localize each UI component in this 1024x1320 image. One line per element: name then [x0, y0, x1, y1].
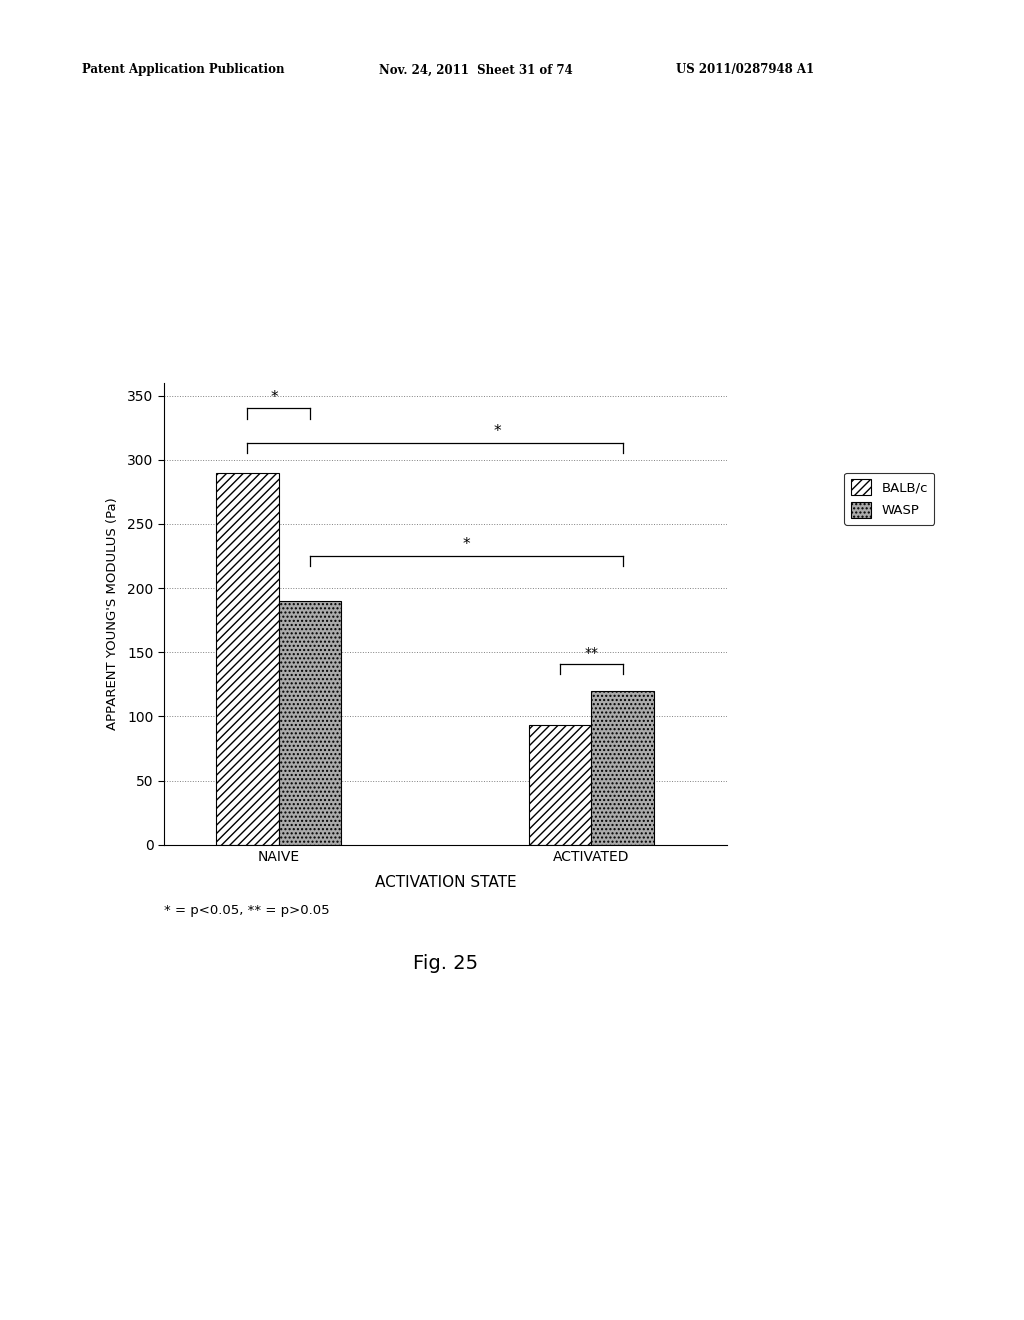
Text: **: **: [585, 645, 598, 660]
Text: US 2011/0287948 A1: US 2011/0287948 A1: [676, 63, 814, 77]
Text: *: *: [270, 389, 279, 405]
Bar: [279, 601, 341, 845]
Text: Patent Application Publication: Patent Application Publication: [82, 63, 285, 77]
Bar: [592, 690, 654, 845]
Text: Fig. 25: Fig. 25: [413, 954, 478, 973]
Y-axis label: APPARENT YOUNG'S MODULUS (Pa): APPARENT YOUNG'S MODULUS (Pa): [105, 498, 119, 730]
Text: Nov. 24, 2011  Sheet 31 of 74: Nov. 24, 2011 Sheet 31 of 74: [379, 63, 572, 77]
Bar: [528, 726, 592, 845]
Text: * = p<0.05, ** = p>0.05: * = p<0.05, ** = p>0.05: [164, 904, 330, 917]
Text: *: *: [494, 424, 502, 440]
Legend: BALB/c, WASP: BALB/c, WASP: [845, 473, 935, 524]
Bar: [216, 473, 279, 845]
Text: *: *: [463, 537, 470, 552]
X-axis label: ACTIVATION STATE: ACTIVATION STATE: [375, 875, 516, 890]
